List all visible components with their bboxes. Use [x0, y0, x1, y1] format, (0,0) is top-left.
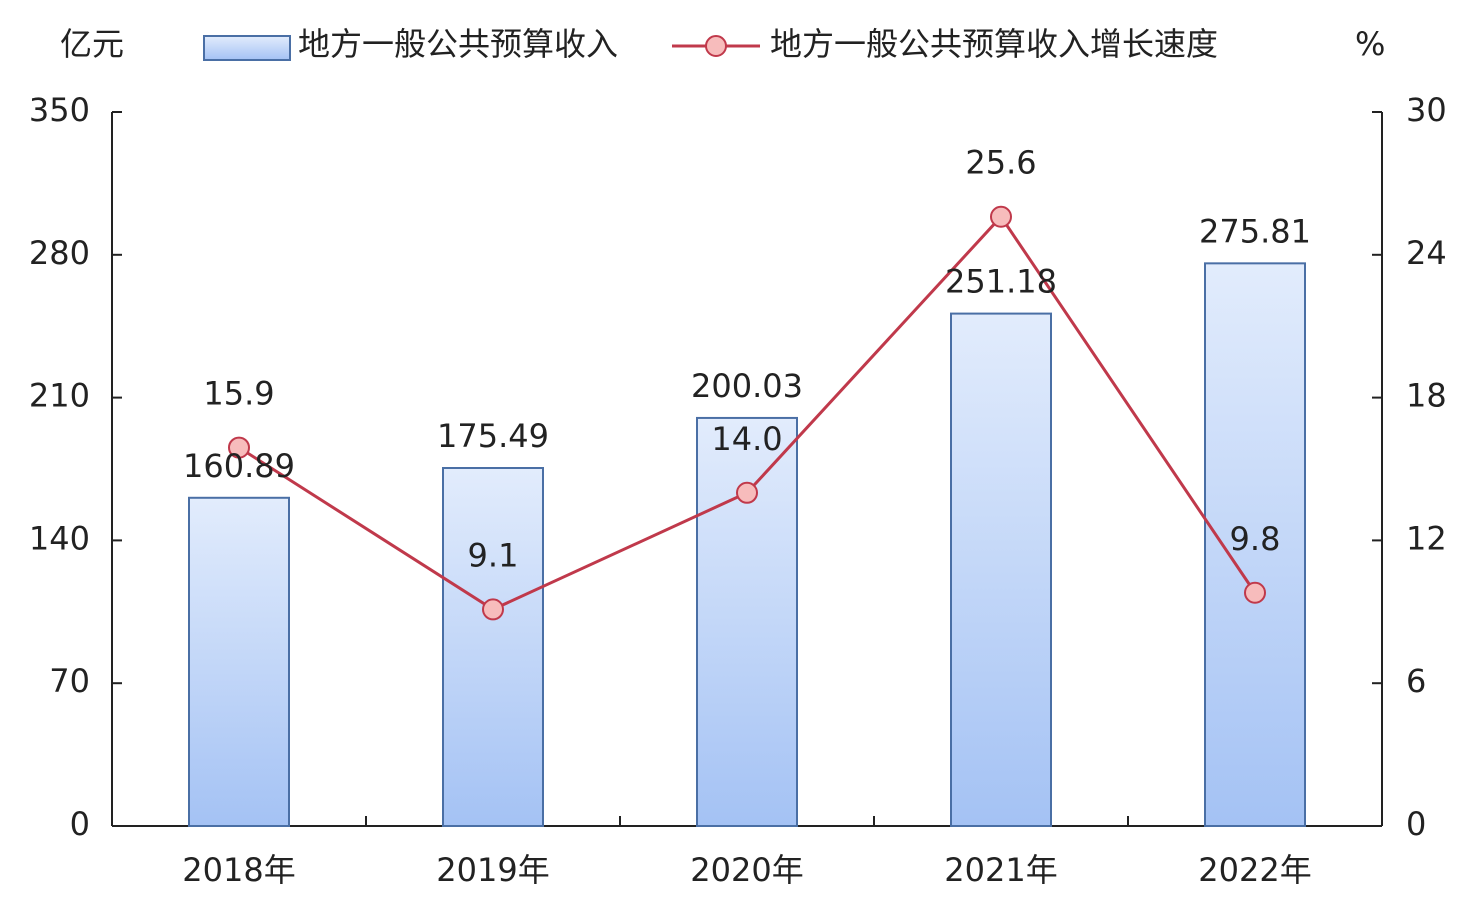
- line-marker: [1244, 581, 1266, 604]
- x-tick-label: 2019年: [436, 851, 549, 889]
- x-tick-label: 2021年: [944, 851, 1057, 889]
- legend-label: 地方一般公共预算收入增长速度: [770, 25, 1218, 63]
- y2-tick-label: 30: [1406, 91, 1447, 129]
- legend-marker: [705, 35, 727, 57]
- y2-axis-label: %: [1355, 25, 1385, 63]
- y-tick-label: 280: [29, 234, 90, 272]
- y2-tick-label: 12: [1406, 519, 1447, 557]
- line-marker: [228, 436, 250, 459]
- bar-value-label: 200.03: [691, 367, 803, 405]
- x-tick-label: 2020年: [690, 851, 803, 889]
- legend-label: 地方一般公共预算收入: [298, 25, 618, 63]
- y-tick-label: 350: [29, 91, 90, 129]
- line-value-label: 9.8: [1230, 520, 1281, 558]
- y-tick-label: 0: [70, 805, 90, 843]
- y-axis-label: 亿元: [60, 25, 124, 63]
- bar: [442, 467, 544, 827]
- y-tick-label: 140: [29, 519, 90, 557]
- y-tick-label: 210: [29, 377, 90, 415]
- y2-tick-label: 6: [1406, 662, 1426, 700]
- line-marker: [990, 205, 1012, 228]
- bar: [188, 496, 290, 827]
- line-marker: [736, 481, 758, 504]
- y2-tick-label: 18: [1406, 377, 1447, 415]
- x-tick-label: 2022年: [1198, 851, 1311, 889]
- bar: [696, 416, 798, 827]
- bar: [950, 312, 1052, 828]
- line-value-label: 14.0: [711, 420, 782, 458]
- y-tick-label: 70: [49, 662, 90, 700]
- x-tick-label: 2018年: [182, 851, 295, 889]
- bar-value-label: 175.49: [437, 417, 549, 455]
- legend-swatch: [203, 35, 291, 61]
- y2-tick-label: 24: [1406, 234, 1447, 272]
- bar-value-label: 275.81: [1199, 212, 1311, 250]
- line-value-label: 15.9: [203, 375, 274, 413]
- line-value-label: 25.6: [965, 144, 1036, 182]
- bar-value-label: 251.18: [945, 263, 1057, 301]
- line-marker: [482, 598, 504, 621]
- y2-tick-label: 0: [1406, 805, 1426, 843]
- bar-value-label: 160.89: [183, 447, 295, 485]
- line-value-label: 9.1: [468, 536, 519, 574]
